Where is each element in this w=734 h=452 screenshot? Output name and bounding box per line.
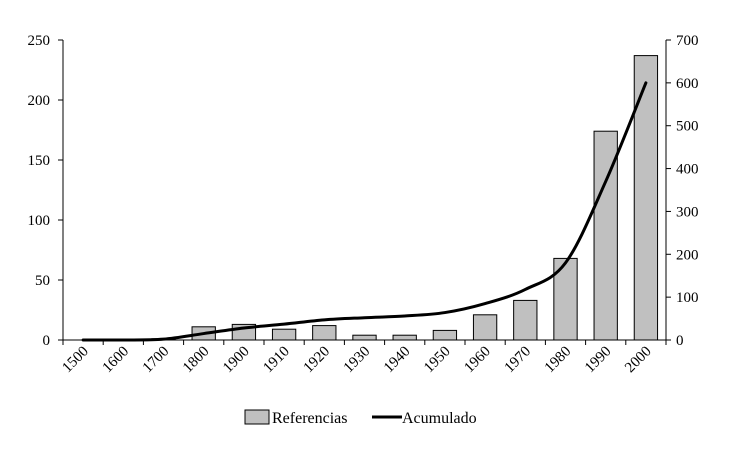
x-tick-label-1920: 1920 bbox=[301, 344, 334, 377]
bar-1970 bbox=[513, 299, 538, 341]
y-left-tick-label: 250 bbox=[28, 33, 51, 49]
line-series bbox=[81, 81, 648, 342]
x-tick-label-1910: 1910 bbox=[260, 344, 293, 377]
x-tick-label-1940: 1940 bbox=[381, 344, 414, 377]
y-right-tick-label: 100 bbox=[676, 290, 699, 306]
x-tick-label-1990: 1990 bbox=[582, 344, 615, 377]
acumulado-line bbox=[81, 81, 648, 342]
bar-1930 bbox=[352, 334, 377, 341]
y-right-tick-label: 600 bbox=[676, 76, 699, 92]
y-right-tick-label: 400 bbox=[676, 162, 699, 178]
bar-1960 bbox=[472, 314, 498, 341]
bar-1950 bbox=[432, 329, 458, 341]
bar-1920 bbox=[312, 325, 337, 341]
bar-1910 bbox=[271, 328, 297, 341]
x-tick-label-1900: 1900 bbox=[220, 344, 253, 377]
x-tick-label-1800: 1800 bbox=[180, 344, 213, 377]
y-left-tick-label: 100 bbox=[28, 213, 51, 229]
bar-1940 bbox=[392, 334, 417, 341]
y-left-tick-label: 50 bbox=[35, 273, 50, 289]
y-left-tick-label: 150 bbox=[28, 153, 51, 169]
y-right-tick-label: 500 bbox=[676, 119, 699, 135]
x-tick-label-1950: 1950 bbox=[421, 344, 454, 377]
x-tick-label-1960: 1960 bbox=[461, 344, 494, 377]
x-tick-label-1980: 1980 bbox=[542, 344, 575, 377]
legend: Referencias Acumulado bbox=[244, 409, 477, 427]
legend-label-referencias: Referencias bbox=[272, 410, 348, 427]
legend-swatch-referencias bbox=[244, 409, 270, 425]
legend-label-acumulado: Acumulado bbox=[402, 410, 477, 427]
y-right-tick-label: 200 bbox=[676, 247, 699, 263]
y-right-tick-label: 700 bbox=[676, 33, 699, 49]
y-right-tick-label: 0 bbox=[676, 333, 684, 349]
x-tick-label-1500: 1500 bbox=[59, 344, 92, 377]
bar-series bbox=[151, 55, 659, 341]
y-left-tick-label: 200 bbox=[28, 93, 51, 109]
x-tick-label-1600: 1600 bbox=[100, 344, 133, 377]
x-tick-label-1700: 1700 bbox=[140, 344, 173, 377]
x-tick-label-1970: 1970 bbox=[502, 344, 535, 377]
x-tick-label-2000: 2000 bbox=[622, 344, 655, 377]
bar-2000 bbox=[633, 55, 659, 341]
y-left-tick-label: 0 bbox=[43, 333, 51, 349]
x-tick-label-1930: 1930 bbox=[341, 344, 374, 377]
y-right-tick-label: 300 bbox=[676, 204, 699, 220]
